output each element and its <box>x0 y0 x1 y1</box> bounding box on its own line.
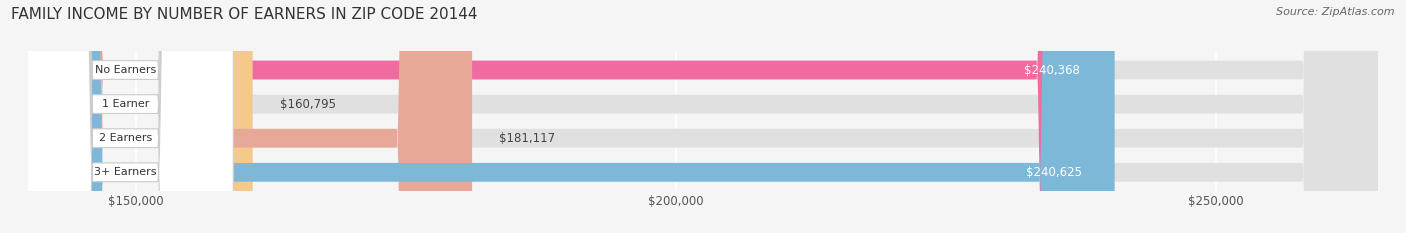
Text: 3+ Earners: 3+ Earners <box>94 167 156 177</box>
FancyBboxPatch shape <box>17 0 233 233</box>
Text: 2 Earners: 2 Earners <box>98 133 152 143</box>
FancyBboxPatch shape <box>28 0 1378 233</box>
FancyBboxPatch shape <box>28 0 1112 233</box>
Text: $240,625: $240,625 <box>1026 166 1083 179</box>
Text: 1 Earner: 1 Earner <box>101 99 149 109</box>
Text: $181,117: $181,117 <box>499 132 555 145</box>
Text: FAMILY INCOME BY NUMBER OF EARNERS IN ZIP CODE 20144: FAMILY INCOME BY NUMBER OF EARNERS IN ZI… <box>11 7 478 22</box>
Text: No Earners: No Earners <box>94 65 156 75</box>
FancyBboxPatch shape <box>17 0 233 233</box>
FancyBboxPatch shape <box>28 0 1378 233</box>
FancyBboxPatch shape <box>28 0 1378 233</box>
FancyBboxPatch shape <box>28 0 253 233</box>
FancyBboxPatch shape <box>28 0 1115 233</box>
FancyBboxPatch shape <box>17 0 233 233</box>
FancyBboxPatch shape <box>28 0 1378 233</box>
FancyBboxPatch shape <box>28 0 472 233</box>
Text: $160,795: $160,795 <box>280 98 336 111</box>
Text: Source: ZipAtlas.com: Source: ZipAtlas.com <box>1277 7 1395 17</box>
Text: $240,368: $240,368 <box>1024 64 1080 76</box>
FancyBboxPatch shape <box>17 0 233 233</box>
